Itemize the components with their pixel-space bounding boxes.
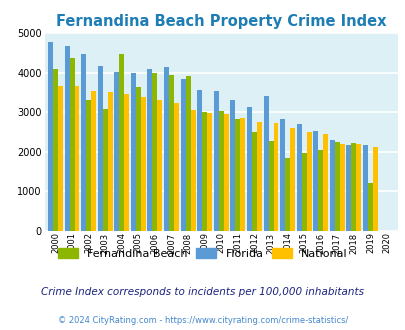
Bar [75, 86, 79, 231]
Bar [301, 152, 306, 231]
Bar [130, 73, 136, 231]
Bar [58, 86, 63, 231]
Bar [185, 76, 190, 231]
Text: Crime Index corresponds to incidents per 100,000 inhabitants: Crime Index corresponds to incidents per… [41, 287, 364, 297]
Bar [64, 46, 69, 231]
Title: Fernandina Beach Property Crime Index: Fernandina Beach Property Crime Index [56, 14, 386, 29]
Bar [147, 69, 152, 231]
Bar [152, 73, 157, 231]
Bar [322, 134, 327, 231]
Bar [48, 42, 53, 231]
Bar [114, 72, 119, 231]
Bar [164, 67, 168, 231]
Bar [362, 146, 367, 231]
Bar [252, 132, 256, 231]
Bar [202, 112, 207, 231]
Bar [339, 144, 344, 231]
Bar [91, 91, 96, 231]
Bar [240, 118, 245, 231]
Bar [329, 140, 334, 231]
Bar [273, 123, 278, 231]
Bar [296, 124, 301, 231]
Bar [263, 96, 268, 231]
Bar [290, 128, 294, 231]
Bar [367, 183, 372, 231]
Bar [372, 147, 377, 231]
Bar [53, 69, 58, 231]
Bar [256, 122, 261, 231]
Bar [306, 132, 311, 231]
Bar [174, 104, 179, 231]
Bar [246, 107, 252, 231]
Bar [102, 109, 107, 231]
Bar [318, 150, 322, 231]
Bar [141, 97, 145, 231]
Bar [351, 144, 356, 231]
Bar [213, 91, 218, 231]
Bar [356, 144, 360, 231]
Bar [180, 79, 185, 231]
Bar [230, 100, 235, 231]
Bar [86, 100, 91, 231]
Bar [98, 66, 102, 231]
Bar [334, 142, 339, 231]
Bar [279, 119, 284, 231]
Bar [345, 146, 351, 231]
Bar [107, 92, 112, 231]
Bar [223, 114, 228, 231]
Bar [235, 118, 240, 231]
Bar [207, 113, 212, 231]
Text: © 2024 CityRating.com - https://www.cityrating.com/crime-statistics/: © 2024 CityRating.com - https://www.city… [58, 316, 347, 325]
Bar [313, 131, 318, 231]
Bar [268, 141, 273, 231]
Bar [81, 53, 86, 231]
Bar [157, 100, 162, 231]
Bar [124, 94, 129, 231]
Bar [218, 111, 223, 231]
Bar [284, 158, 290, 231]
Bar [190, 110, 195, 231]
Bar [197, 90, 202, 231]
Bar [69, 57, 75, 231]
Bar [136, 87, 141, 231]
Legend: Fernandina Beach, Florida, National: Fernandina Beach, Florida, National [53, 244, 352, 263]
Bar [119, 53, 124, 231]
Bar [168, 75, 174, 231]
